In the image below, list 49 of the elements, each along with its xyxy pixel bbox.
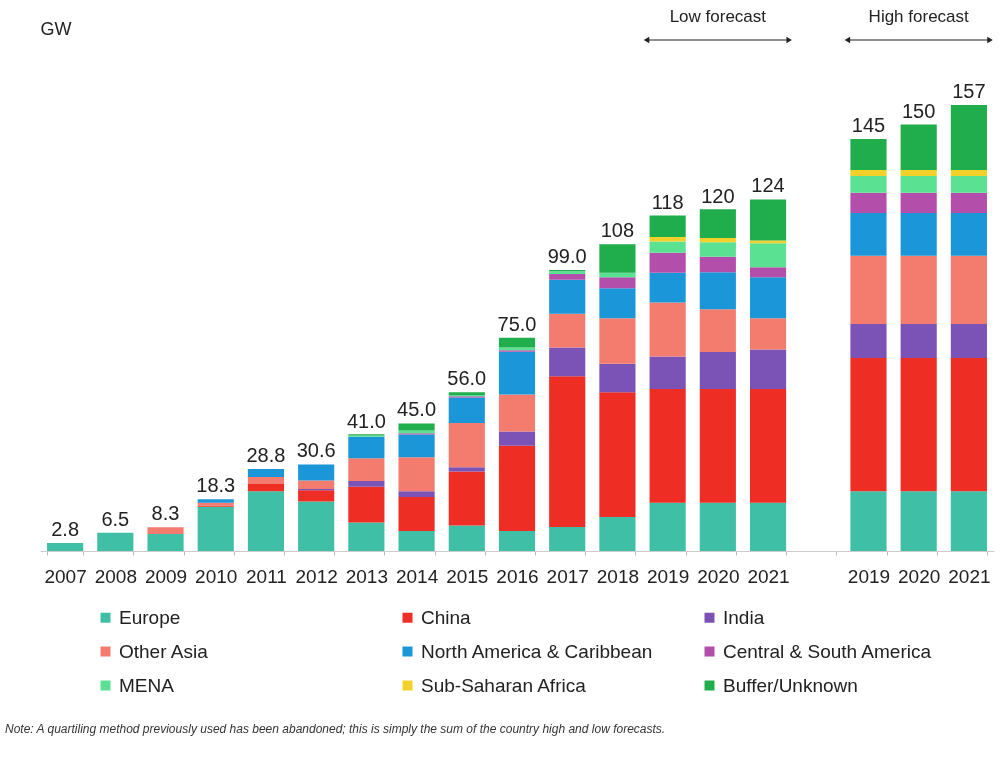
x-tick-label: 2007 <box>44 565 87 587</box>
x-tick-label: 2019 <box>646 565 690 587</box>
x-tick-label: 2010 <box>195 565 238 587</box>
annotation: 18.3 <box>196 473 236 496</box>
annotation: 8.3 <box>151 502 180 525</box>
legend-label: India <box>723 606 765 628</box>
x-tick-label: 2016 <box>496 565 539 587</box>
legend-label: North America & Caribbean <box>421 640 653 662</box>
annotation: 45.0 <box>397 398 437 420</box>
x-tick-label: 2013 <box>345 565 389 587</box>
annotation: 150 <box>902 100 936 123</box>
annotation: 120 <box>701 185 735 208</box>
legend-label: China <box>421 606 472 628</box>
annotation: 145 <box>851 113 886 136</box>
annotation: 75.0 <box>497 312 537 335</box>
x-tick-label: 2009 <box>144 565 188 587</box>
annotation: 2.8 <box>51 517 80 540</box>
annotation: 30.6 <box>296 439 336 462</box>
x-tick-label: 2020 <box>697 565 740 587</box>
annotation: 118 <box>651 190 684 213</box>
annotation: 56.0 <box>447 366 487 389</box>
annotation: 124 <box>751 173 785 196</box>
x-tick-label: 2019 <box>847 565 891 587</box>
legend-label: Buffer/Unknown <box>723 674 858 696</box>
annotation: 108 <box>600 219 635 242</box>
annotation: 99.0 <box>547 244 587 267</box>
text: Note: A quartiling method previously used has been abandoned; this is simply the sum of the country high and low forecasts. <box>5 722 666 736</box>
annotation: 157 <box>952 80 986 102</box>
x-tick-label: 2011 <box>246 565 287 587</box>
annotation: 6.5 <box>101 507 130 530</box>
annotation: 41.0 <box>346 409 386 432</box>
text: High forecast <box>868 7 970 26</box>
legend-label: Central & South America <box>723 640 932 662</box>
legend-label: Sub-Saharan Africa <box>421 674 587 696</box>
x-tick-label: 2014 <box>395 565 439 587</box>
x-tick-label: 2020 <box>898 565 941 587</box>
legend-label: Other Asia <box>119 640 209 662</box>
text: Low forecast <box>669 7 767 26</box>
legend-label: Europe <box>119 606 181 628</box>
x-tick-label: 2021 <box>948 565 991 587</box>
x-tick-label: 2008 <box>94 565 137 587</box>
annotation: 28.8 <box>246 444 286 467</box>
x-tick-label: 2018 <box>596 565 640 587</box>
x-tick-label: 2015 <box>446 565 489 587</box>
legend-label: MENA <box>119 674 175 696</box>
y-axis-title: GW <box>40 18 72 39</box>
x-tick-label: 2017 <box>546 565 589 587</box>
x-tick-label: 2021 <box>747 565 790 587</box>
x-tick-label: 2012 <box>295 565 338 587</box>
